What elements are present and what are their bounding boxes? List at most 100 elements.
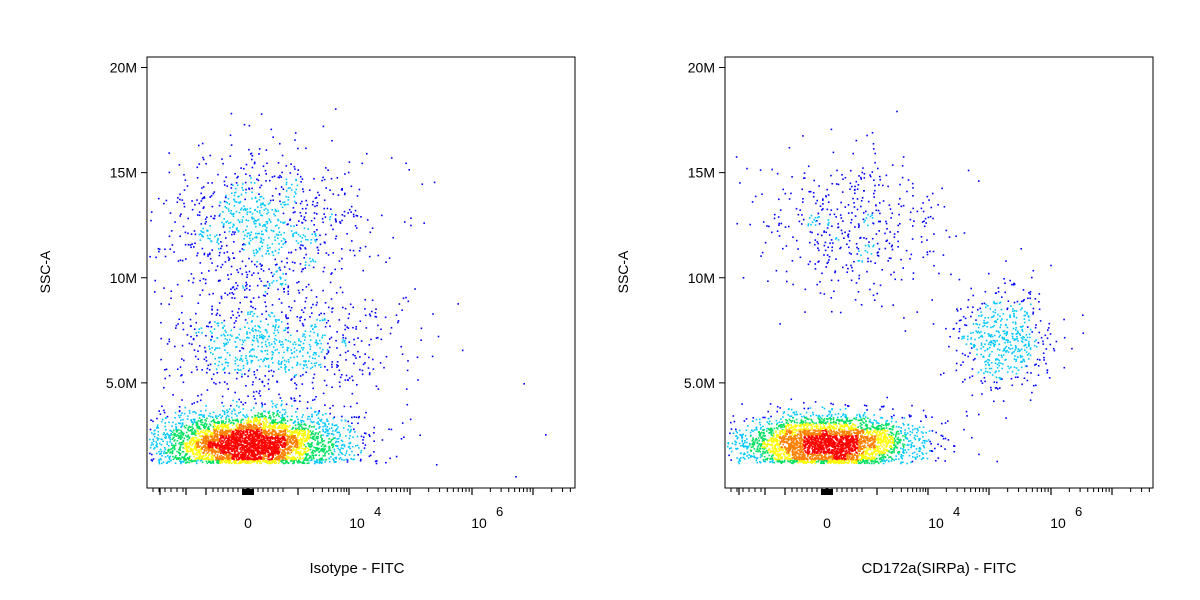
event-point xyxy=(202,158,205,161)
event-point xyxy=(245,385,247,387)
event-point xyxy=(219,433,221,435)
event-point xyxy=(209,445,211,448)
event-point xyxy=(368,434,370,436)
event-point xyxy=(240,457,243,460)
event-point xyxy=(352,379,354,382)
event-point xyxy=(268,284,271,287)
event-point xyxy=(289,341,292,343)
event-point xyxy=(235,317,238,319)
event-point xyxy=(247,219,250,222)
event-point xyxy=(161,462,163,465)
event-point xyxy=(271,209,273,211)
event-point xyxy=(345,435,347,437)
event-point xyxy=(228,457,231,459)
event-point xyxy=(374,315,377,318)
event-point xyxy=(238,427,240,430)
event-point xyxy=(206,216,208,219)
event-point xyxy=(261,264,263,266)
event-point xyxy=(274,427,277,429)
event-point xyxy=(315,435,318,438)
event-point xyxy=(278,298,281,300)
event-point xyxy=(305,439,307,442)
event-point xyxy=(215,438,218,441)
event-point xyxy=(232,441,234,444)
event-point xyxy=(193,446,196,448)
event-point xyxy=(364,353,366,355)
event-point xyxy=(205,409,207,412)
event-point xyxy=(205,420,207,422)
event-point xyxy=(228,230,231,233)
event-point xyxy=(388,257,391,259)
event-point xyxy=(216,265,219,267)
event-point xyxy=(209,434,211,436)
event-point xyxy=(266,162,268,165)
event-point xyxy=(200,450,202,453)
event-point xyxy=(358,415,360,418)
event-point xyxy=(309,316,311,318)
event-point xyxy=(193,402,195,404)
event-point xyxy=(263,422,265,425)
event-point xyxy=(265,180,267,182)
event-point xyxy=(349,405,352,408)
event-point xyxy=(284,367,286,369)
event-point xyxy=(209,225,211,227)
event-point xyxy=(253,312,256,315)
event-point xyxy=(169,248,172,250)
event-point xyxy=(261,412,263,415)
event-point xyxy=(214,456,217,459)
event-point xyxy=(250,460,252,462)
event-point xyxy=(280,260,283,263)
event-point xyxy=(307,415,309,418)
event-point xyxy=(256,418,259,421)
event-point xyxy=(205,434,208,436)
event-point xyxy=(356,195,359,197)
event-point xyxy=(349,430,352,432)
event-point xyxy=(264,440,266,442)
event-point xyxy=(233,194,236,197)
event-point xyxy=(255,433,258,435)
event-point xyxy=(340,452,343,454)
event-point xyxy=(283,359,286,362)
event-point xyxy=(208,449,210,452)
event-point xyxy=(299,248,302,250)
event-point xyxy=(324,233,327,236)
event-point xyxy=(258,421,260,424)
event-point xyxy=(231,462,233,465)
event-point xyxy=(223,223,225,225)
event-point xyxy=(265,449,267,451)
event-point xyxy=(294,382,296,384)
event-point xyxy=(214,438,216,441)
event-point xyxy=(180,213,182,215)
event-point xyxy=(414,288,416,290)
event-point xyxy=(168,374,171,377)
event-point xyxy=(233,297,236,299)
event-point xyxy=(263,284,265,287)
event-point xyxy=(305,459,308,462)
event-point xyxy=(283,201,286,203)
event-point xyxy=(281,461,284,463)
event-point xyxy=(164,434,167,436)
event-point xyxy=(286,442,288,445)
event-point xyxy=(287,446,290,448)
event-point xyxy=(256,339,259,342)
event-point xyxy=(283,434,285,436)
event-point xyxy=(261,313,263,315)
event-point xyxy=(278,248,280,251)
event-point xyxy=(288,448,290,451)
event-point xyxy=(205,424,208,427)
event-point xyxy=(336,364,338,366)
event-point xyxy=(274,349,277,352)
event-point xyxy=(357,416,360,419)
event-point xyxy=(279,449,281,451)
event-point xyxy=(290,397,292,399)
event-point xyxy=(264,291,267,293)
event-point xyxy=(331,427,333,429)
event-point xyxy=(342,306,344,309)
event-point xyxy=(309,459,312,462)
event-point xyxy=(315,304,318,306)
event-point xyxy=(344,173,346,175)
event-point xyxy=(235,287,238,290)
event-point xyxy=(179,449,181,451)
event-point xyxy=(275,406,278,409)
event-point xyxy=(318,458,320,461)
